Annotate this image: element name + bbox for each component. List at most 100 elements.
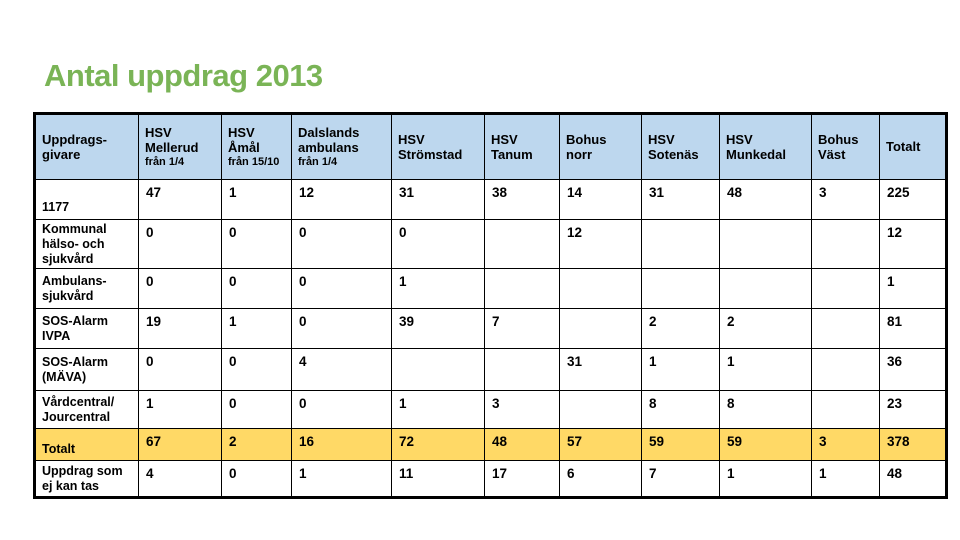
value-cell: 6	[559, 460, 642, 499]
value-cell	[811, 218, 880, 270]
row-totalt: Totalt 67 2 16 72 48 57 59 59 3 378	[34, 428, 947, 462]
value-cell: 39	[391, 308, 485, 350]
value-cell: 0	[138, 218, 222, 270]
value-cell: 48	[484, 428, 560, 462]
value-cell: 1	[391, 268, 485, 310]
column-header-sublabel: från 1/4	[298, 156, 338, 169]
row-label: Vårdcentral/ Jourcentral	[34, 390, 139, 430]
value-cell: 1	[641, 348, 720, 392]
column-header-hsv-sotenas: HSV Sotenäs	[641, 113, 720, 180]
row-sos-alarm-mava: SOS-Alarm (MÄVA) 0 0 4 31 1 1 36	[34, 348, 947, 392]
column-header-label: HSV Åmål	[228, 124, 260, 156]
row-label: SOS-Alarm (MÄVA)	[34, 348, 139, 392]
value-cell	[391, 348, 485, 392]
value-cell: 1	[138, 390, 222, 430]
column-header-label: HSV Tanum	[491, 131, 533, 162]
value-cell: 7	[641, 460, 720, 499]
value-cell	[559, 308, 642, 350]
row-label: Uppdrag som ej kan tas	[34, 460, 139, 499]
value-cell: 11	[391, 460, 485, 499]
value-cell: 2	[221, 428, 292, 462]
value-cell: 8	[719, 390, 812, 430]
row-label: Totalt	[34, 428, 139, 462]
value-cell: 72	[391, 428, 485, 462]
value-cell: 3	[811, 428, 880, 462]
column-header-bohus-norr: Bohus norr	[559, 113, 642, 180]
column-header-label: HSV Strömstad	[398, 131, 463, 162]
value-cell: 19	[138, 308, 222, 350]
value-cell: 0	[291, 390, 392, 430]
value-cell	[811, 268, 880, 310]
value-cell: 57	[559, 428, 642, 462]
value-cell: 1	[719, 348, 812, 392]
value-cell: 23	[879, 390, 947, 430]
value-cell: 0	[291, 308, 392, 350]
value-cell: 4	[291, 348, 392, 392]
value-cell	[641, 268, 720, 310]
column-header-uppdragsgivare: Uppdrags- givare	[34, 113, 139, 180]
value-cell: 0	[391, 218, 485, 270]
column-header-label: HSV Sotenäs	[648, 131, 699, 162]
row-label: SOS-Alarm IVPA	[34, 308, 139, 350]
value-cell: 17	[484, 460, 560, 499]
value-cell: 31	[391, 179, 485, 220]
column-header-sublabel: från 1/4	[145, 156, 185, 169]
value-cell: 48	[879, 460, 947, 499]
value-cell: 0	[221, 460, 292, 499]
row-kommunal-halso-och-sjukvard: Kommunal hälso- och sjukvård 0 0 0 0 12 …	[34, 218, 947, 270]
value-cell: 48	[719, 179, 812, 220]
value-cell: 1	[879, 268, 947, 310]
column-header-label: HSV Mellerud	[145, 124, 199, 156]
header-row: Uppdrags- givare HSV Mellerud från 1/4 HS…	[34, 113, 947, 180]
value-cell: 0	[138, 268, 222, 310]
value-cell: 0	[221, 390, 292, 430]
column-header-label: Uppdrags- givare	[42, 131, 107, 162]
value-cell: 38	[484, 179, 560, 220]
value-cell: 12	[291, 179, 392, 220]
value-cell: 2	[641, 308, 720, 350]
value-cell	[559, 390, 642, 430]
value-cell: 3	[811, 179, 880, 220]
value-cell: 0	[291, 268, 392, 310]
row-label: 1177	[34, 179, 139, 220]
value-cell	[719, 268, 812, 310]
value-cell: 59	[719, 428, 812, 462]
value-cell	[484, 348, 560, 392]
value-cell: 225	[879, 179, 947, 220]
value-cell: 14	[559, 179, 642, 220]
column-header-hsv-munkedal: HSV Munkedal	[719, 113, 812, 180]
row-vardcentral-jourcentral: Vårdcentral/ Jourcentral 1 0 0 1 3 8 8 2…	[34, 390, 947, 430]
value-cell: 16	[291, 428, 392, 462]
column-header-label: HSV Munkedal	[726, 131, 786, 162]
value-cell	[719, 218, 812, 270]
value-cell	[811, 390, 880, 430]
value-cell: 0	[221, 268, 292, 310]
value-cell: 0	[221, 348, 292, 392]
column-header-label: Dalslands ambulans	[298, 124, 360, 156]
value-cell: 47	[138, 179, 222, 220]
value-cell: 378	[879, 428, 947, 462]
value-cell	[484, 268, 560, 310]
value-cell: 59	[641, 428, 720, 462]
value-cell	[641, 218, 720, 270]
value-cell: 1	[221, 308, 292, 350]
value-cell: 1	[221, 179, 292, 220]
value-cell: 2	[719, 308, 812, 350]
value-cell: 0	[291, 218, 392, 270]
value-cell: 81	[879, 308, 947, 350]
value-cell: 0	[138, 348, 222, 392]
page-title: Antal uppdrag 2013	[44, 58, 323, 93]
value-cell: 1	[811, 460, 880, 499]
column-header-hsv-amal: HSV Åmål från 15/10	[221, 113, 292, 180]
value-cell: 1	[291, 460, 392, 499]
row-ambulanssjukvard: Ambulans- sjukvård 0 0 0 1 1	[34, 268, 947, 310]
value-cell: 1	[391, 390, 485, 430]
column-header-hsv-stromstad: HSV Strömstad	[391, 113, 485, 180]
column-header-label: Totalt	[886, 139, 921, 155]
row-uppdrag-som-ej-kan-tas: Uppdrag som ej kan tas 4 0 1 11 17 6 7 1…	[34, 460, 947, 499]
value-cell	[811, 348, 880, 392]
value-cell: 36	[879, 348, 947, 392]
value-cell: 67	[138, 428, 222, 462]
value-cell	[484, 218, 560, 270]
value-cell: 12	[879, 218, 947, 270]
